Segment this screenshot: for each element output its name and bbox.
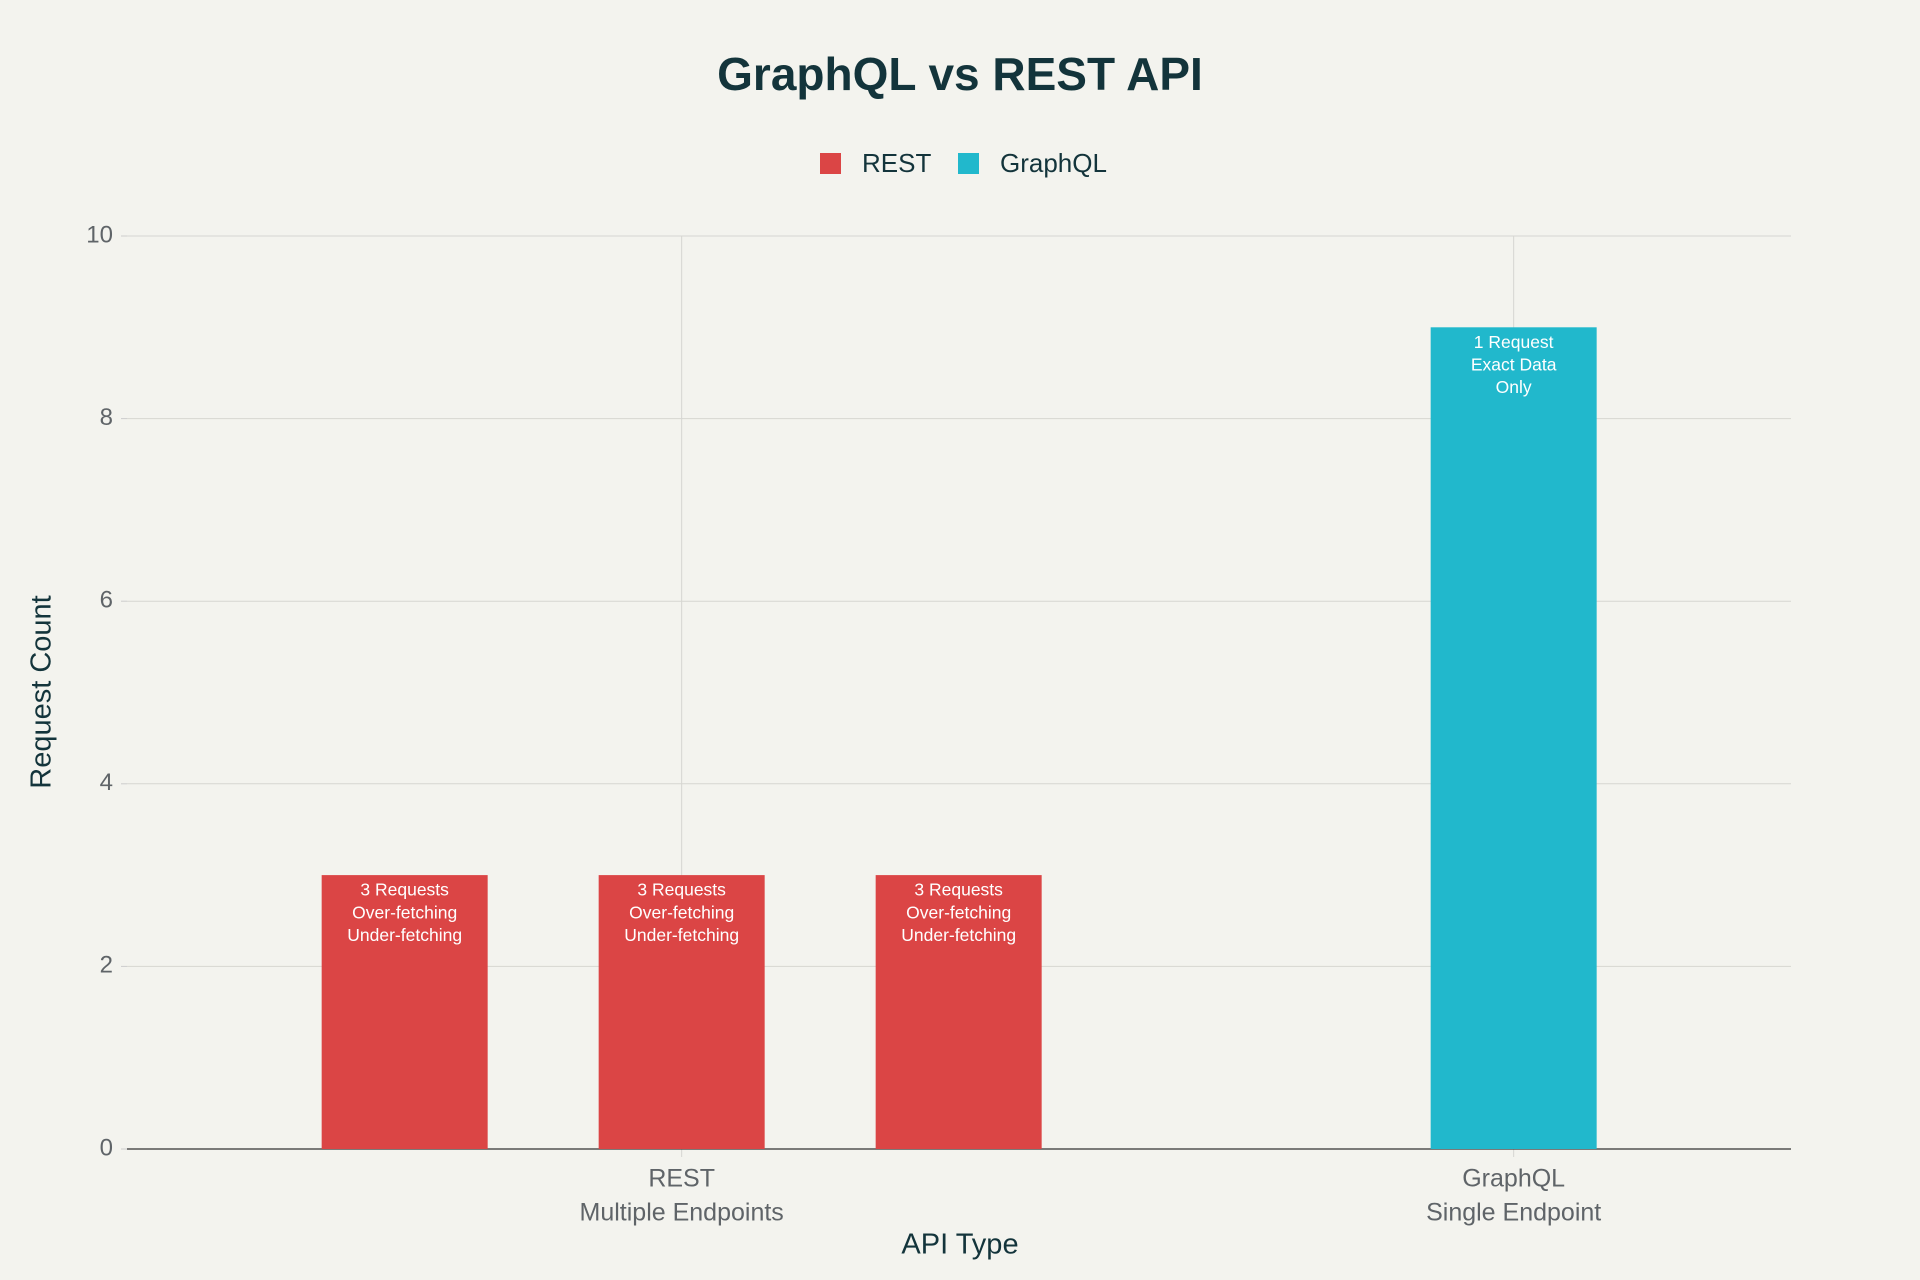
y-tick-label: 8 [100,404,113,431]
legend-label: REST [862,148,931,178]
legend-swatch [820,153,841,174]
bar-text: Under-fetching [624,925,739,945]
y-tick-label: 0 [100,1134,113,1161]
y-tick-label: 4 [100,769,113,796]
bar-text: 3 Requests [637,880,726,900]
x-tick-label: Single Endpoint [1426,1199,1601,1227]
y-axis-title: Request Count [26,595,58,788]
x-axis-title: API Type [901,1229,1018,1261]
legend-label: GraphQL [1000,148,1107,178]
bar [321,875,488,1149]
bar-text: 3 Requests [360,880,449,900]
y-tick-label: 10 [86,221,113,248]
legend-swatch [958,153,979,174]
bar-text: 1 Request [1474,332,1554,352]
bar-text: Over-fetching [629,902,734,922]
bar-text: Over-fetching [906,902,1011,922]
y-tick-label: 6 [100,587,113,614]
bar [598,875,765,1149]
x-tick-label: GraphQL [1462,1165,1565,1193]
chart-title: GraphQL vs REST API [717,48,1203,100]
x-tick-label: Multiple Endpoints [580,1199,784,1227]
bar-text: Exact Data [1471,355,1557,375]
bar-text: Over-fetching [352,902,457,922]
x-tick-label: REST [648,1165,715,1193]
bar-text: Under-fetching [901,925,1016,945]
bar-text: Only [1496,377,1532,397]
y-tick-label: 2 [100,952,113,979]
bar-text: Under-fetching [347,925,462,945]
bar [875,875,1042,1149]
bar-text: 3 Requests [914,880,1003,900]
bar [1430,327,1597,1149]
